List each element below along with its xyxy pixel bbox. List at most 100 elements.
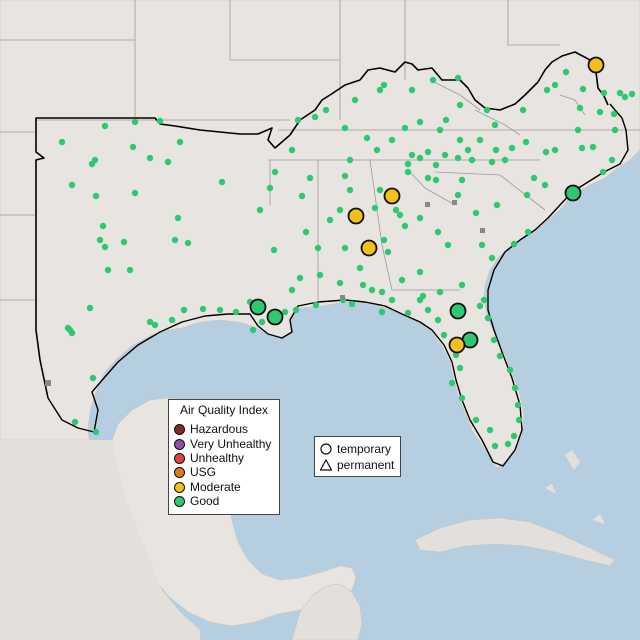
- site-marker-good[interactable]: [129, 143, 137, 151]
- site-marker-good[interactable]: [424, 148, 432, 156]
- site-marker-good[interactable]: [336, 206, 344, 214]
- site-marker-good[interactable]: [311, 113, 319, 121]
- site-marker-good[interactable]: [88, 160, 96, 168]
- site-marker-good[interactable]: [432, 176, 440, 184]
- site-marker-good[interactable]: [476, 136, 484, 144]
- site-marker-good[interactable]: [363, 134, 371, 142]
- site-marker-good[interactable]: [472, 209, 480, 217]
- site-marker-good[interactable]: [416, 296, 424, 304]
- site-marker-good[interactable]: [551, 146, 559, 154]
- site-marker-good[interactable]: [440, 331, 448, 339]
- site-marker-good[interactable]: [376, 186, 384, 194]
- site-marker-good[interactable]: [404, 309, 412, 317]
- site-marker-good[interactable]: [388, 296, 396, 304]
- site-marker-good[interactable]: [442, 116, 450, 124]
- site-marker-good[interactable]: [371, 204, 379, 212]
- site-marker-good[interactable]: [164, 158, 172, 166]
- site-marker-good[interactable]: [429, 76, 437, 84]
- site-marker-good[interactable]: [458, 281, 466, 289]
- site-marker-good[interactable]: [378, 308, 386, 316]
- site-marker-good[interactable]: [89, 374, 97, 382]
- site-marker-good[interactable]: [380, 81, 388, 89]
- site-marker-good[interactable]: [184, 239, 192, 247]
- site-marker-good[interactable]: [530, 174, 538, 182]
- site-marker-good[interactable]: [543, 86, 551, 94]
- site-marker-good[interactable]: [341, 172, 349, 180]
- site-marker-good[interactable]: [491, 121, 499, 129]
- site-marker-good[interactable]: [628, 90, 636, 98]
- site-marker-good[interactable]: [104, 266, 112, 274]
- site-marker-good[interactable]: [551, 81, 559, 89]
- site-marker-good[interactable]: [346, 156, 354, 164]
- site-marker-good[interactable]: [511, 384, 519, 392]
- site-marker-good[interactable]: [378, 288, 386, 296]
- site-marker-good[interactable]: [484, 314, 492, 322]
- site-marker-good[interactable]: [616, 89, 624, 97]
- site-marker-good[interactable]: [416, 154, 424, 162]
- site-marker-good[interactable]: [444, 241, 452, 249]
- site-marker-good[interactable]: [441, 151, 449, 159]
- site-marker-good[interactable]: [523, 191, 531, 199]
- site-marker-good[interactable]: [600, 89, 608, 97]
- site-marker-good[interactable]: [388, 136, 396, 144]
- site-marker-good[interactable]: [456, 101, 464, 109]
- site-marker-good[interactable]: [424, 306, 432, 314]
- site-marker-good[interactable]: [151, 321, 159, 329]
- site-marker-good[interactable]: [58, 138, 66, 146]
- site-marker-good[interactable]: [404, 160, 412, 168]
- site-marker-good[interactable]: [506, 366, 514, 374]
- site-marker-good[interactable]: [576, 104, 584, 112]
- site-marker-good[interactable]: [478, 241, 486, 249]
- site-marker-good[interactable]: [508, 144, 516, 152]
- site-marker-good[interactable]: [316, 271, 324, 279]
- monitor-sites[interactable]: [58, 56, 636, 450]
- site-marker-good[interactable]: [608, 156, 616, 164]
- site-marker-good[interactable]: [326, 216, 334, 224]
- site-marker-good[interactable]: [488, 158, 496, 166]
- site-marker-good[interactable]: [476, 302, 484, 310]
- site-marker-good[interactable]: [522, 138, 530, 146]
- site-marker-good[interactable]: [351, 96, 359, 104]
- site-marker-good[interactable]: [456, 136, 464, 144]
- site-marker-good[interactable]: [416, 118, 424, 126]
- site-marker-good[interactable]: [131, 118, 139, 126]
- site-marker-good[interactable]: [249, 326, 257, 334]
- site-marker-good[interactable]: [146, 154, 154, 162]
- site-marker-good[interactable]: [589, 143, 597, 151]
- site-marker-good[interactable]: [292, 306, 300, 314]
- site-marker-good[interactable]: [68, 329, 76, 337]
- site-marker-good[interactable]: [401, 124, 409, 132]
- site-marker-good[interactable]: [621, 93, 629, 101]
- site-marker-good[interactable]: [454, 191, 462, 199]
- site-marker-good[interactable]: [271, 168, 279, 176]
- site-marker-good-temporary[interactable]: [564, 184, 582, 202]
- site-marker-good[interactable]: [384, 248, 392, 256]
- site-marker-good[interactable]: [579, 85, 587, 93]
- site-marker-good[interactable]: [490, 336, 498, 344]
- site-marker-good[interactable]: [216, 306, 224, 314]
- site-marker-good[interactable]: [256, 206, 264, 214]
- site-marker-good[interactable]: [180, 306, 188, 314]
- site-marker-good[interactable]: [376, 86, 384, 94]
- site-marker-good[interactable]: [404, 168, 412, 176]
- site-marker-good[interactable]: [436, 126, 444, 134]
- site-marker-good[interactable]: [408, 151, 416, 159]
- site-marker-good[interactable]: [486, 426, 494, 434]
- site-marker-good[interactable]: [266, 184, 274, 192]
- site-marker-good[interactable]: [64, 324, 72, 332]
- site-marker-good[interactable]: [610, 110, 618, 118]
- site-marker-good-temporary[interactable]: [249, 298, 267, 316]
- site-marker-good[interactable]: [101, 243, 109, 251]
- site-marker-good[interactable]: [434, 316, 442, 324]
- site-marker-good[interactable]: [281, 308, 289, 316]
- site-marker-good[interactable]: [468, 156, 476, 164]
- site-marker-good[interactable]: [496, 352, 504, 360]
- site-marker-good[interactable]: [322, 106, 330, 114]
- site-marker-good[interactable]: [492, 146, 500, 154]
- site-marker-good[interactable]: [306, 174, 314, 182]
- site-marker-good[interactable]: [176, 138, 184, 146]
- site-marker-good[interactable]: [436, 288, 444, 296]
- site-marker-good[interactable]: [146, 318, 154, 326]
- site-marker-good[interactable]: [312, 301, 320, 309]
- site-marker-good[interactable]: [491, 442, 499, 450]
